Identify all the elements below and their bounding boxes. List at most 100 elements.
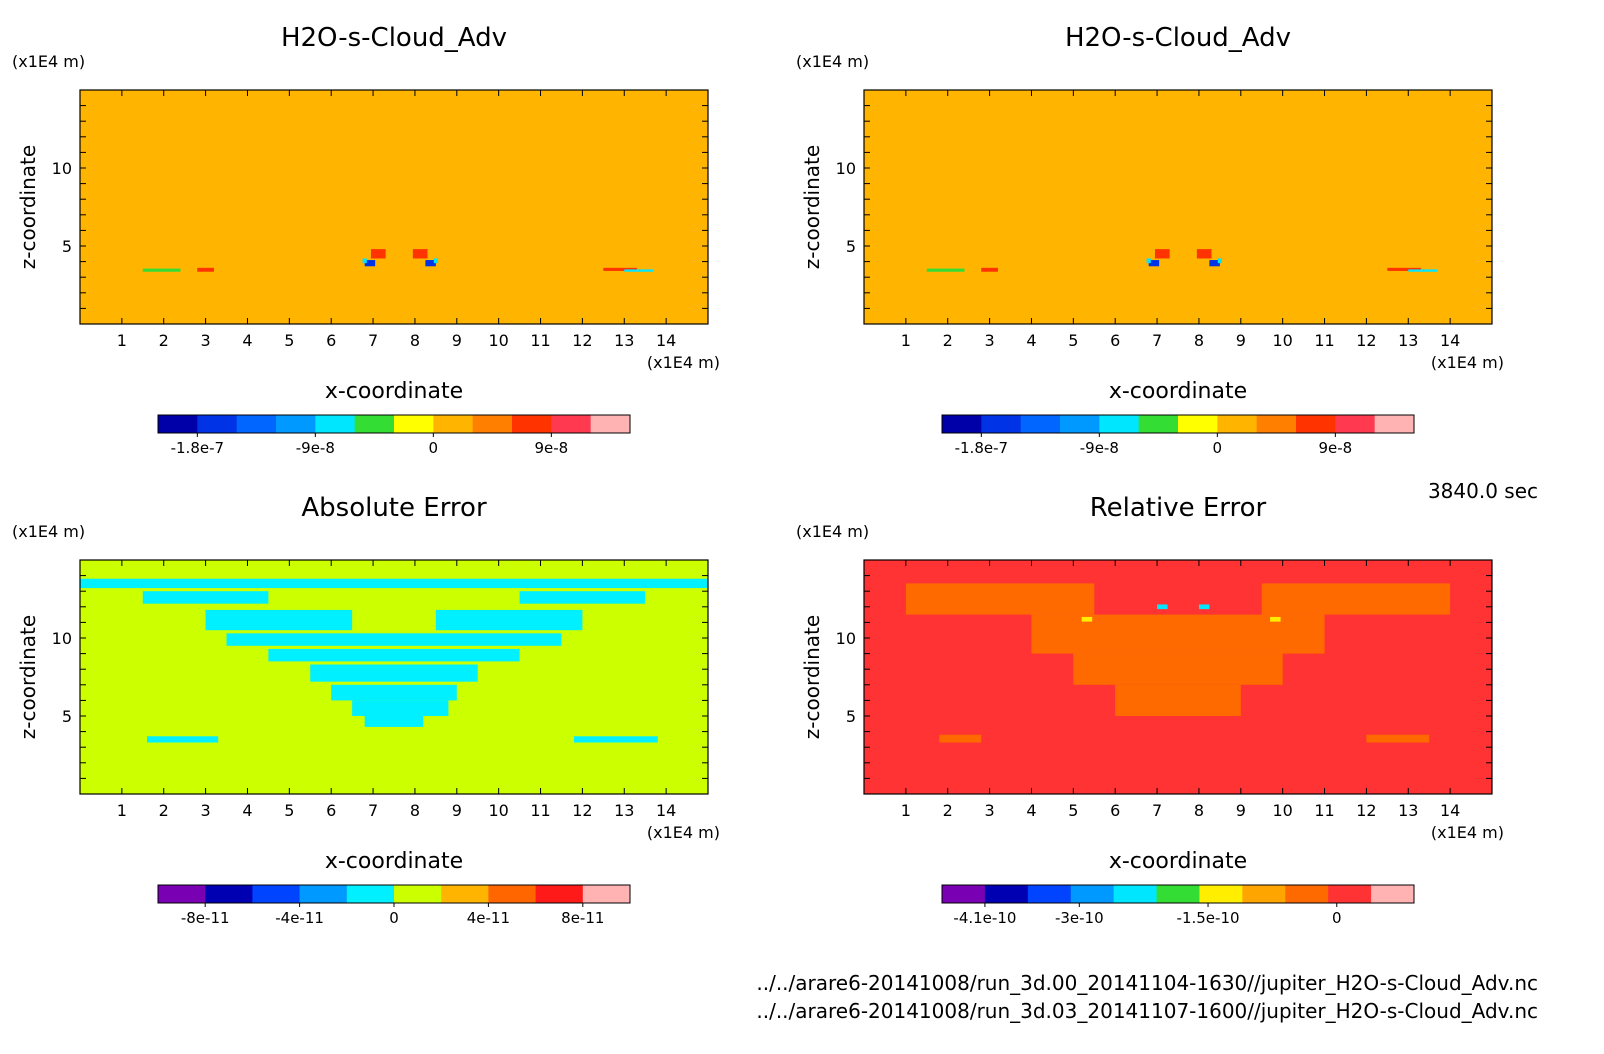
x-tick-label: 11 [1314, 801, 1334, 820]
colorbar-bin [276, 415, 316, 433]
panel-title: Absolute Error [301, 493, 487, 523]
x-tick-label: 12 [1356, 331, 1376, 350]
colorbar-bin [1199, 885, 1243, 903]
x-axis-label: x-coordinate [325, 379, 463, 404]
eddy-positive-left [370, 249, 386, 259]
error-top-layer [80, 578, 708, 589]
x-tick-label: 12 [1356, 801, 1376, 820]
colorbar-tick-label: -4e-11 [275, 909, 324, 927]
cloud-filament [1148, 231, 1174, 240]
x-tick-label: 9 [452, 331, 462, 350]
error-region [142, 591, 269, 604]
z-axis-label: z-coordinate [800, 615, 824, 739]
z-tick-label: 5 [62, 707, 72, 726]
colorbar-tick-label: 0 [1332, 909, 1342, 927]
colorbar-bin [551, 415, 592, 433]
colorbar-bin [1285, 885, 1329, 903]
cloud-filament [1240, 121, 1400, 125]
cloud-filament [398, 231, 424, 240]
x-tick-label: 8 [410, 801, 420, 820]
cloud-filament [569, 122, 654, 129]
cloud-filament [134, 122, 214, 129]
colorbar-bin [441, 885, 489, 903]
colorbar-frame [157, 414, 631, 434]
cloud-filament [918, 122, 998, 129]
colorbar-tick-label: 8e-11 [561, 909, 604, 927]
cloud-filament [456, 121, 616, 125]
z-tick-label: 5 [62, 237, 72, 256]
colorbar-bin [158, 415, 198, 433]
x-tick-label: 4 [1026, 801, 1036, 820]
cloud-filament [1182, 231, 1208, 240]
cloud-filament [343, 196, 386, 203]
plot-frame [79, 89, 709, 325]
colorbar-bin [512, 415, 552, 433]
plot-frame [863, 559, 1493, 795]
cloud-filament [226, 121, 394, 125]
cloud-filament [364, 231, 390, 240]
colorbar-bin [1374, 415, 1415, 433]
x-tick-label: 1 [117, 331, 127, 350]
cloud-filament [1136, 213, 1162, 220]
relerr-region [939, 734, 982, 743]
colorbar-bin [942, 415, 982, 433]
cloud-filament [402, 196, 445, 203]
low-layer-right-red [1387, 267, 1421, 271]
colorbar-tick-label: -9e-8 [1080, 439, 1119, 457]
colorbar-bin [582, 885, 631, 903]
colorbar-bin [984, 885, 1029, 903]
low-layer-left-red [197, 267, 214, 272]
colorbar-bin [1256, 415, 1297, 433]
colorbar-tick-label: -1.5e-10 [1177, 909, 1240, 927]
x-tick-label: 6 [326, 801, 336, 820]
error-region [331, 684, 457, 701]
x-tick-label: 3 [985, 331, 995, 350]
eddy-negative-right [425, 260, 436, 267]
colorbar-bin [394, 885, 442, 903]
colorbar-bin [1217, 415, 1258, 433]
eddy-cyan-right [1217, 258, 1222, 264]
colorbar-tick-label: -3e-10 [1055, 909, 1104, 927]
plot-frame [79, 559, 709, 795]
x-tick-label: 10 [488, 331, 508, 350]
cloud-filament [1127, 196, 1170, 203]
colorbar-tick-label: -4.1e-10 [953, 909, 1016, 927]
colorbar-bin [1099, 415, 1140, 433]
x-axis-label: x-coordinate [1109, 379, 1247, 404]
relerr-spot [1198, 604, 1210, 610]
cloud-filament [1039, 185, 1137, 192]
z-axis-label: z-coordinate [16, 615, 40, 739]
eddy-positive-left [1154, 249, 1170, 259]
x-tick-label: 2 [943, 801, 953, 820]
cloud-filament [381, 242, 407, 262]
z-axis-label: z-coordinate [800, 145, 824, 269]
cloud-top-layer [864, 110, 1492, 119]
cloud-filament [289, 141, 386, 150]
colorbar-bin [315, 415, 356, 433]
cloud-filament [1165, 242, 1191, 262]
x-tick-label: 5 [1068, 801, 1078, 820]
eddy-cyan-left [362, 258, 367, 264]
x-tick-label: 11 [1314, 331, 1334, 350]
colorbar-frame [941, 414, 1415, 434]
colorbar-bin [1371, 885, 1415, 903]
colorbar-bin [1027, 885, 1072, 903]
cloud-filament [1186, 196, 1229, 203]
x-axis-label: x-coordinate [1109, 849, 1247, 874]
relerr-region [1073, 653, 1283, 685]
colorbar-bin [346, 885, 395, 903]
x-unit-label: (x1E4 m) [1431, 353, 1504, 372]
colorbar-bin [942, 885, 986, 903]
low-layer-left-green [142, 268, 181, 272]
error-region [226, 633, 562, 646]
error-region [352, 700, 449, 716]
x-tick-label: 7 [1152, 801, 1162, 820]
source-file-1: ../../arare6-20141008/run_3d.00_20141104… [756, 971, 1538, 995]
x-tick-label: 1 [117, 801, 127, 820]
panel-title: Relative Error [1090, 493, 1267, 523]
x-tick-label: 3 [201, 331, 211, 350]
colorbar-bin [354, 415, 395, 433]
error-region [146, 736, 219, 743]
colorbar-bin [1328, 885, 1372, 903]
colorbar-tick-label: -1.8e-7 [171, 439, 224, 457]
